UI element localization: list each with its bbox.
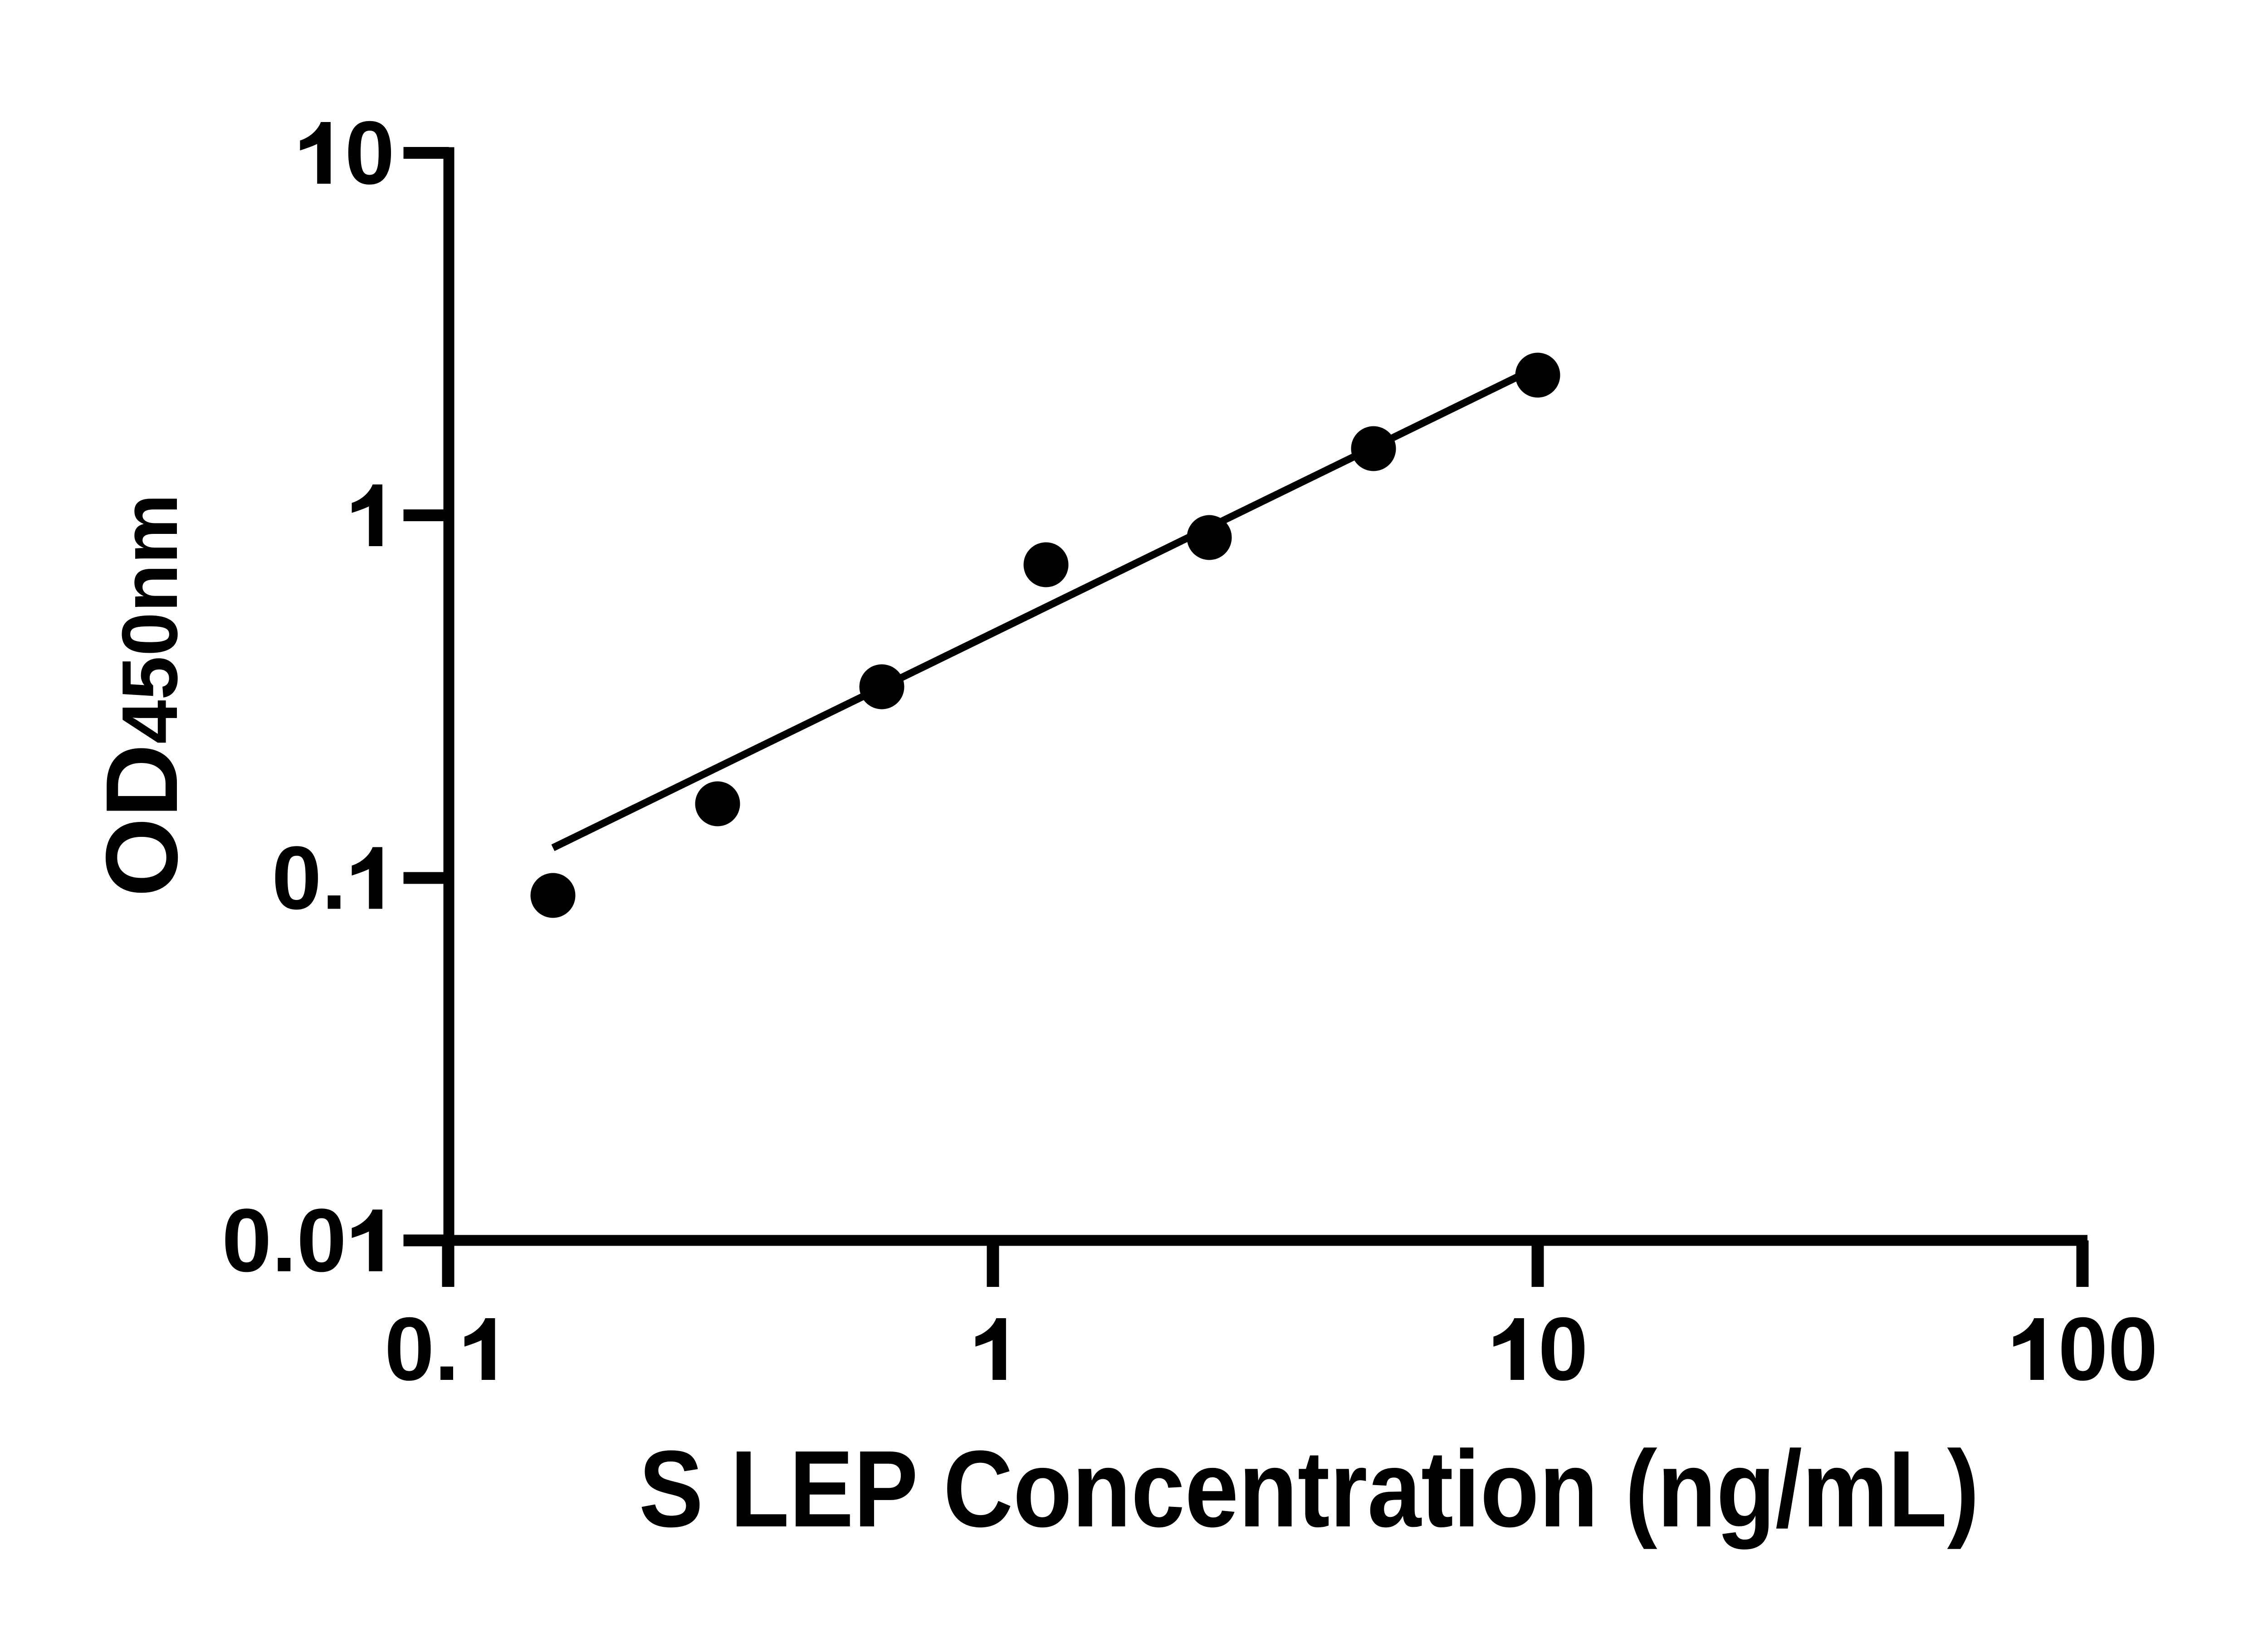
svg-text:0.: 0.: [385, 1299, 459, 1399]
svg-text:0: 0: [345, 103, 395, 203]
svg-text:S LEP Concentration (ng/mL): S LEP Concentration (ng/mL): [639, 1428, 1980, 1550]
svg-text:0: 0: [1538, 1299, 1588, 1399]
svg-text:0.: 0.: [272, 828, 347, 928]
svg-text:0.0: 0.0: [222, 1190, 347, 1291]
svg-text:00: 00: [2058, 1299, 2158, 1399]
